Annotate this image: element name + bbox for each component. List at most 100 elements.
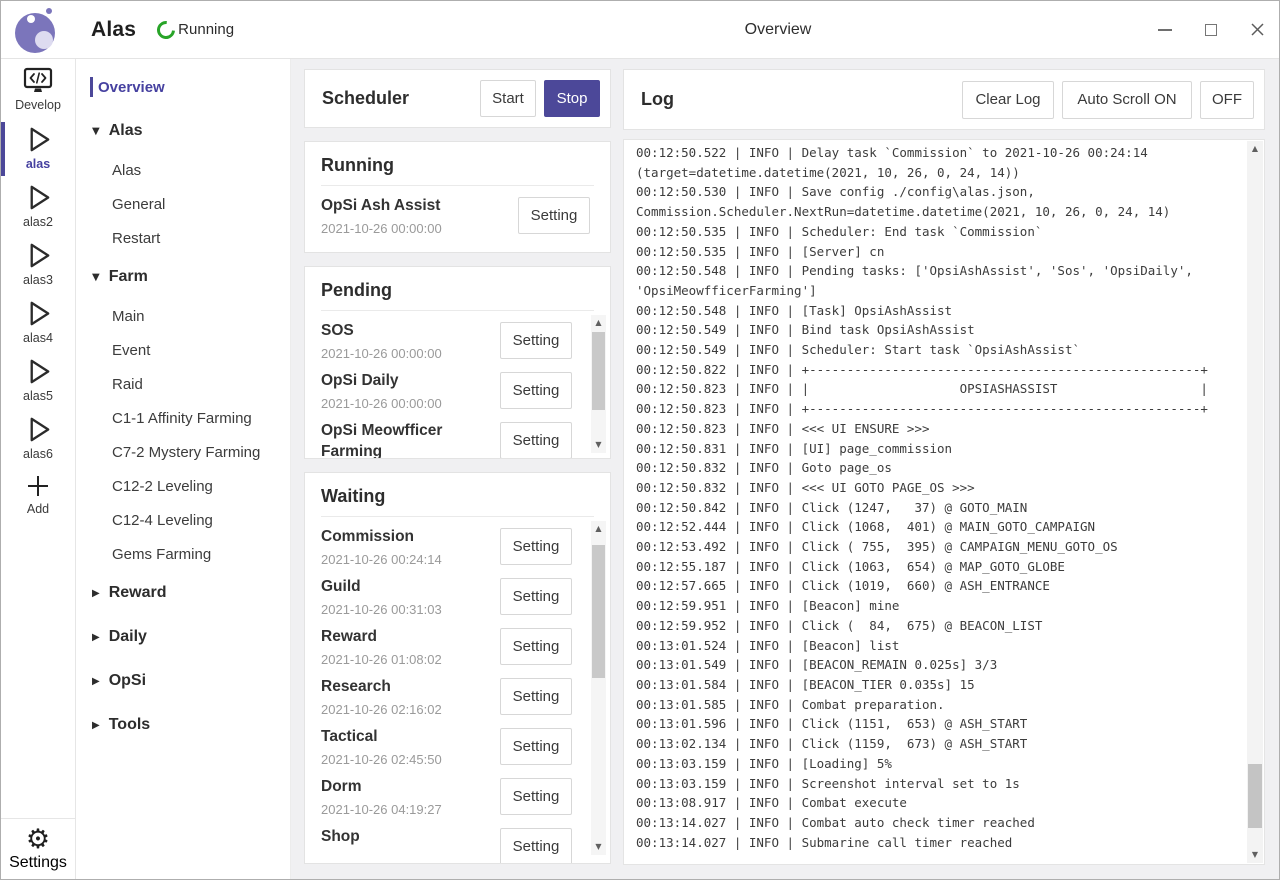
nav-section-alas[interactable]: ▼ Alas: [77, 109, 290, 153]
main-content: Scheduler Start Stop Running OpSi Ash As…: [291, 59, 1279, 879]
play-icon: [30, 185, 49, 210]
task-row: OpSi Daily 2021-10-26 00:00:00 Setting: [305, 368, 610, 418]
gear-icon: ⚙: [25, 824, 51, 855]
nav-section-reward[interactable]: ▶ Reward: [77, 571, 290, 615]
nav-item-alas[interactable]: Alas: [112, 161, 142, 179]
nav-section-label: OpSi: [108, 672, 147, 689]
nav-item-raid[interactable]: Raid: [112, 375, 143, 393]
nav-item-c7-2-mystery-farming[interactable]: C7-2 Mystery Farming: [112, 443, 261, 461]
task-time: 2021-10-26 02:45:50: [321, 752, 442, 767]
nav-section-daily[interactable]: ▶ Daily: [77, 615, 290, 659]
task-row: SOS 2021-10-26 00:00:00 Setting: [305, 318, 610, 368]
maximize-button[interactable]: [1203, 22, 1219, 38]
task-row: Reward 2021-10-26 01:08:02 Setting: [305, 624, 610, 674]
task-row: OpSi Meowfficer Farming Setting: [305, 418, 610, 459]
scroll-thumb[interactable]: [592, 545, 605, 678]
scroll-thumb[interactable]: [592, 332, 605, 410]
nav-item-main[interactable]: Main: [112, 307, 145, 325]
nav-section-tools[interactable]: ▶ Tools: [77, 703, 290, 747]
task-name: Guild: [321, 578, 361, 595]
scroll-up-icon[interactable]: ▲: [1251, 144, 1259, 153]
nav-item-c12-4-leveling[interactable]: C12-4 Leveling: [112, 511, 213, 529]
task-row: Guild 2021-10-26 00:31:03 Setting: [305, 574, 610, 624]
task-time: 2021-10-26 02:16:02: [321, 702, 442, 717]
nav-section-farm[interactable]: ▼ Farm: [77, 255, 290, 299]
setting-button[interactable]: Setting: [500, 628, 572, 665]
rail-item-instance[interactable]: alas3: [1, 240, 75, 290]
rail-item-instance[interactable]: alas2: [1, 182, 75, 232]
clear-log-button[interactable]: Clear Log: [962, 80, 1054, 119]
instance-list: alas alas2 alas3: [1, 122, 75, 472]
waiting-card: Waiting Commission 2021-10-26 00:24:14 S…: [304, 472, 611, 864]
nav-section-label: Daily: [108, 628, 147, 645]
rail-item-instance[interactable]: alas6: [1, 414, 75, 464]
task-name: Research: [321, 678, 391, 695]
setting-button[interactable]: Setting: [500, 578, 572, 615]
setting-button[interactable]: Setting: [500, 528, 572, 565]
rail-item-develop[interactable]: Develop: [1, 66, 75, 116]
scroll-up-icon[interactable]: ▲: [595, 524, 602, 533]
setting-button[interactable]: Setting: [500, 728, 572, 765]
minimize-button[interactable]: [1157, 22, 1173, 38]
play-icon: [30, 359, 49, 384]
rail-item-add[interactable]: Add: [1, 472, 75, 522]
rail-item-instance[interactable]: alas5: [1, 356, 75, 406]
rail-item-label: alas3: [23, 273, 53, 287]
nav-item-event[interactable]: Event: [112, 341, 151, 359]
nav-item-overview[interactable]: Overview: [77, 69, 290, 105]
rail-item-settings[interactable]: ⚙ Settings: [1, 818, 75, 879]
setting-button[interactable]: Setting: [500, 372, 572, 409]
auto-scroll-on-button[interactable]: Auto Scroll ON: [1062, 80, 1192, 119]
status-indicator: Running: [153, 16, 234, 43]
pending-title: Pending: [321, 280, 392, 300]
task-time: 2021-10-26 01:08:02: [321, 652, 442, 667]
setting-button[interactable]: Setting: [500, 678, 572, 715]
task-name: Reward: [321, 628, 377, 645]
start-button[interactable]: Start: [480, 80, 536, 117]
triangle-right-icon: ▶: [92, 675, 100, 687]
stop-button[interactable]: Stop: [544, 80, 600, 117]
rail-item-instance[interactable]: alas4: [1, 298, 75, 348]
nav-item-general[interactable]: General: [112, 195, 166, 213]
auto-scroll-off-button[interactable]: OFF: [1200, 80, 1254, 119]
logo-light-blob: [35, 30, 53, 49]
pending-list: SOS 2021-10-26 00:00:00 Setting OpSi Dai…: [305, 311, 610, 459]
log-header-card: Log Clear Log Auto Scroll ON OFF: [623, 69, 1265, 130]
scroll-down-icon[interactable]: ▼: [1251, 850, 1259, 859]
pending-scrollbar[interactable]: ▲ ▼: [591, 315, 606, 453]
rail-item-label: Develop: [15, 98, 61, 112]
nav-item-restart[interactable]: Restart: [112, 229, 161, 247]
setting-button[interactable]: Setting: [518, 197, 590, 234]
rail-item-label: Settings: [9, 854, 67, 871]
rail-item-instance[interactable]: alas: [1, 122, 75, 176]
log-panel: 00:12:50.522 | INFO | Delay task `Commis…: [623, 139, 1265, 865]
scroll-thumb[interactable]: [1248, 764, 1262, 828]
task-time: 2021-10-26 04:19:27: [321, 802, 442, 817]
rail-item-label: alas: [25, 157, 51, 171]
scroll-up-icon[interactable]: ▲: [595, 318, 602, 327]
setting-button[interactable]: Setting: [500, 778, 572, 815]
nav-item-c1-1-affinity-farming[interactable]: C1-1 Affinity Farming: [112, 409, 252, 427]
play-icon: [30, 417, 49, 442]
nav-tree: ▼ Alas Alas General Restart ▼ Farm Main Event Rai…: [77, 109, 290, 747]
task-name: OpSi Meowfficer Farming: [321, 422, 443, 459]
scroll-down-icon[interactable]: ▼: [595, 440, 602, 449]
scroll-down-icon[interactable]: ▼: [595, 842, 602, 851]
nav-item-c12-2-leveling[interactable]: C12-2 Leveling: [112, 477, 213, 495]
setting-button[interactable]: Setting: [500, 322, 572, 359]
task-row: Dorm 2021-10-26 04:19:27 Setting: [305, 774, 610, 824]
triangle-down-icon: ▼: [92, 271, 100, 283]
log-scrollbar[interactable]: ▲ ▼: [1247, 141, 1263, 863]
waiting-scrollbar[interactable]: ▲ ▼: [591, 521, 606, 855]
setting-button[interactable]: Setting: [500, 828, 572, 863]
nav-item-gems-farming[interactable]: Gems Farming: [112, 545, 212, 563]
divider: [321, 516, 594, 517]
rail-item-label: alas5: [23, 389, 53, 403]
setting-button[interactable]: Setting: [500, 422, 572, 458]
logo-notch: [27, 14, 35, 23]
close-button[interactable]: [1249, 22, 1265, 38]
running-title: Running: [321, 155, 394, 175]
rail-spacer: [1, 530, 75, 818]
nav-section-opsi[interactable]: ▶ OpSi: [77, 659, 290, 703]
